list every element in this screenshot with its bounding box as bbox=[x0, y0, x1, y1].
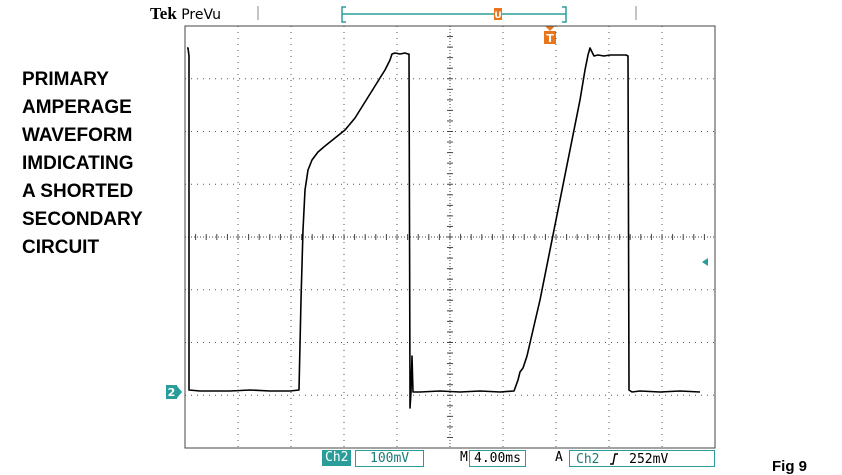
caption-line: IMDICATING bbox=[22, 153, 134, 174]
channel-badge[interactable]: Ch2 bbox=[322, 450, 352, 466]
waveform-caption: PRIMARY AMPERAGE WAVEFORM IMDICATING A S… bbox=[22, 66, 192, 262]
caption-line: A SHORTED bbox=[22, 181, 134, 202]
caption-line: SECONDARY bbox=[22, 209, 143, 230]
svg-text:T: T bbox=[546, 32, 554, 45]
timebase-prefix: M bbox=[460, 450, 468, 465]
trigger-mode-label: A bbox=[555, 450, 563, 465]
trigger-position-icon[interactable]: T bbox=[544, 26, 556, 45]
channel-2-ground-marker[interactable]: 2 bbox=[166, 385, 182, 399]
caption-line: AMPERAGE bbox=[22, 97, 132, 118]
caption-line: CIRCUIT bbox=[22, 237, 100, 258]
prevu-mode-label: PreVu bbox=[181, 7, 221, 23]
record-view-bracket[interactable] bbox=[341, 6, 567, 23]
svg-text:2: 2 bbox=[168, 386, 176, 399]
rising-edge-icon bbox=[607, 451, 621, 467]
trigger-settings-box[interactable]: Ch2 252mV bbox=[569, 450, 715, 467]
trigger-level-readout: 252mV bbox=[629, 452, 669, 467]
graticule-center-ticks bbox=[184, 25, 716, 449]
volts-per-div-readout[interactable]: 100mV bbox=[355, 450, 425, 467]
trigger-level-icon[interactable] bbox=[702, 258, 708, 266]
position-marker-icon[interactable]: U bbox=[494, 8, 502, 21]
ch2-waveform-trace bbox=[187, 47, 701, 409]
caption-line: PRIMARY bbox=[22, 69, 109, 90]
brand-logo: Tek bbox=[150, 4, 177, 23]
timebase-readout[interactable]: 4.00ms bbox=[469, 450, 526, 467]
svg-text:U: U bbox=[494, 11, 501, 21]
trigger-channel-label: Ch2 bbox=[576, 452, 600, 467]
scope-brand-header: Tek PreVu bbox=[150, 4, 221, 24]
scope-status-bar: Ch2 100mV M 4.00ms A Ch2 252mV bbox=[185, 450, 715, 468]
caption-line: WAVEFORM bbox=[22, 125, 133, 146]
figure-label: Fig 9 bbox=[772, 458, 808, 475]
